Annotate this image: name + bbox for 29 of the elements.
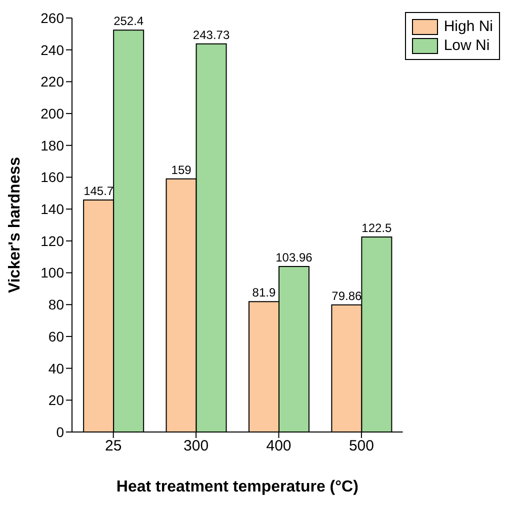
y-tick-label: 0 [56, 424, 64, 440]
x-tick-label: 25 [105, 438, 122, 455]
y-tick-label: 240 [40, 42, 64, 58]
y-tick-label: 220 [40, 74, 64, 90]
data-label: 145.7 [84, 184, 114, 198]
y-tick-label: 180 [40, 137, 64, 154]
x-tick-label: 300 [184, 438, 209, 455]
y-tick-label: 20 [48, 392, 64, 408]
y-tick-label: 60 [48, 328, 64, 344]
y-tick-label: 80 [48, 296, 64, 313]
x-axis-title: Heat treatment temperature (°C) [116, 478, 358, 496]
y-tick-label: 200 [40, 106, 64, 122]
y-tick-label: 260 [40, 10, 64, 26]
y-tick-label: 100 [40, 264, 64, 281]
legend-label: High Ni [444, 18, 493, 35]
legend-label: Low Ni [444, 37, 490, 54]
data-label: 243.73 [192, 28, 230, 42]
y-axis-title: Vicker's hardness [6, 156, 24, 294]
x-tick-label: 500 [348, 438, 374, 455]
data-label: 252.4 [114, 14, 144, 28]
data-label: 81.9 [252, 286, 276, 300]
data-label: 103.96 [276, 250, 313, 264]
x-tick-label: 400 [266, 438, 292, 455]
data-label: 122.5 [362, 220, 392, 235]
y-tick-label: 120 [40, 232, 64, 249]
y-tick-label: 40 [48, 360, 64, 376]
y-tick-label: 160 [40, 169, 64, 186]
y-tick-label: 140 [40, 201, 64, 218]
data-label: 159 [171, 162, 192, 177]
